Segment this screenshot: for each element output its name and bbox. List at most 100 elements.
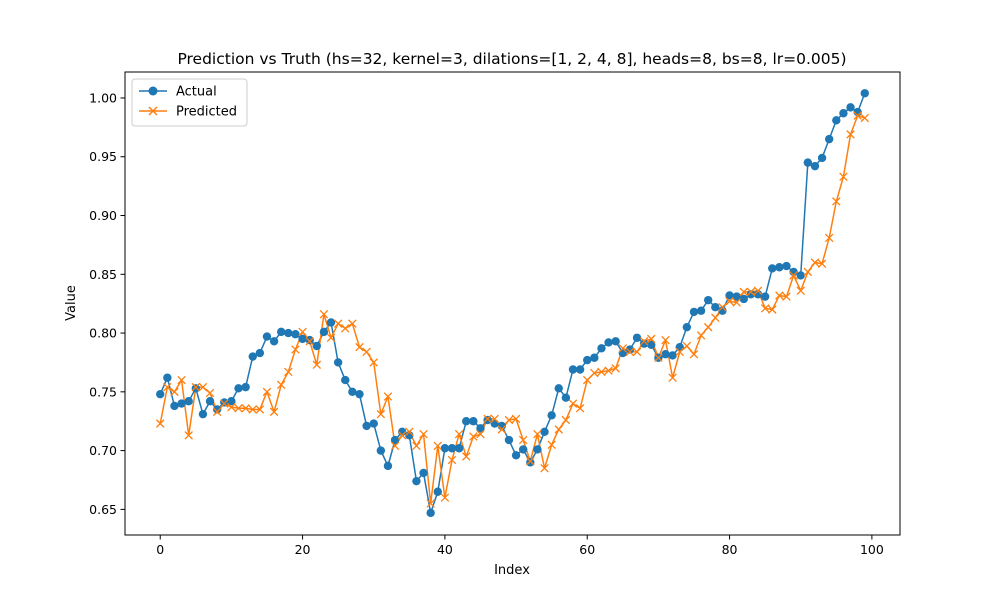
actual-point — [198, 409, 208, 419]
actual-point — [518, 445, 528, 454]
predicted-point — [405, 427, 414, 437]
actual-point — [511, 451, 521, 460]
predicted-point — [739, 287, 749, 297]
predicted-point — [227, 402, 236, 412]
predicted-point — [369, 358, 378, 367]
predicted-point — [490, 414, 499, 424]
predicted-point — [319, 309, 329, 319]
actual-point — [732, 292, 741, 301]
actual-point — [490, 419, 499, 428]
predicted-point — [269, 407, 279, 417]
predicted-point — [504, 415, 514, 425]
predicted-point — [155, 419, 165, 428]
predicted-point — [675, 347, 685, 357]
actual-point — [846, 103, 855, 112]
actual-point — [184, 397, 193, 406]
actual-point — [611, 337, 620, 346]
predicted-point — [775, 291, 784, 300]
predicted-point — [832, 197, 841, 206]
predicted-point — [454, 429, 464, 439]
actual-point — [156, 389, 165, 399]
predicted-point — [355, 342, 364, 352]
actual-point — [269, 337, 279, 346]
actual-point — [234, 384, 243, 393]
predicted-point — [170, 387, 179, 397]
predicted-point — [682, 341, 692, 351]
predicted-point — [163, 382, 172, 392]
actual-point — [433, 487, 442, 496]
predicted-point — [554, 425, 564, 434]
actual-point — [768, 264, 777, 273]
predicted-point — [604, 366, 613, 375]
x-tick-label: 80 — [722, 542, 738, 557]
predicted-point — [390, 441, 400, 451]
y-tick-label: 0.70 — [89, 443, 117, 458]
actual-point — [839, 109, 848, 118]
predicted-point — [312, 360, 322, 370]
predicted-point — [298, 327, 307, 337]
y-tick-label: 0.80 — [89, 326, 117, 341]
actual-point — [319, 327, 329, 337]
x-tick-label: 60 — [579, 542, 595, 557]
predicted-point — [803, 267, 813, 277]
legend-marker-predicted — [148, 106, 158, 116]
predicted-point — [689, 349, 699, 359]
predicted-point — [426, 499, 435, 508]
predicted-point — [846, 130, 855, 139]
predicted-series-line — [159, 114, 866, 505]
y-tick-label: 0.75 — [89, 384, 117, 399]
predicted-point — [305, 337, 314, 346]
actual-point — [696, 306, 706, 315]
legend-label-actual: Actual — [176, 85, 217, 100]
predicted-point — [711, 313, 720, 323]
actual-point — [817, 153, 827, 163]
actual-point — [312, 341, 321, 351]
actual-point — [604, 338, 613, 347]
actual-point — [426, 508, 435, 518]
actual-point — [575, 365, 585, 374]
plot-series-layer — [159, 93, 866, 514]
actual-point — [440, 444, 450, 453]
predicted-point — [582, 375, 592, 385]
y-tick-label: 0.95 — [89, 149, 117, 164]
predicted-point — [191, 382, 201, 392]
actual-point — [333, 358, 343, 367]
actual-point — [220, 398, 229, 407]
actual-point — [454, 444, 464, 453]
predicted-point — [561, 415, 571, 425]
plot-markers-layer — [155, 89, 870, 518]
actual-point — [326, 318, 336, 327]
predicted-point — [212, 407, 222, 417]
predicted-point — [540, 463, 549, 473]
predicted-point — [326, 333, 336, 343]
predicted-point — [753, 286, 763, 296]
actual-point — [177, 399, 186, 408]
actual-point — [462, 417, 471, 426]
y-tick-label: 0.85 — [89, 267, 117, 282]
actual-point — [277, 327, 286, 337]
actual-point — [746, 290, 756, 299]
actual-point — [191, 384, 201, 393]
predicted-point — [853, 111, 862, 120]
actual-point — [540, 427, 549, 436]
predicted-point — [718, 302, 727, 312]
actual-point — [376, 446, 386, 455]
predicted-point — [220, 399, 229, 408]
predicted-point — [782, 292, 791, 301]
chart-title: Prediction vs Truth (hs=32, kernel=3, di… — [177, 50, 846, 68]
predicted-point — [469, 432, 478, 441]
actual-point — [369, 419, 378, 428]
actual-point — [775, 263, 784, 272]
predicted-point — [824, 233, 834, 243]
predicted-point — [461, 452, 471, 461]
predicted-point — [397, 431, 407, 440]
predicted-point — [547, 440, 556, 449]
actual-point — [583, 355, 592, 365]
predicted-point — [575, 404, 585, 413]
predicted-point — [419, 429, 428, 439]
predicted-point — [198, 382, 208, 392]
predicted-point — [625, 347, 635, 357]
predicted-point — [860, 113, 870, 123]
predicted-point — [497, 425, 507, 434]
